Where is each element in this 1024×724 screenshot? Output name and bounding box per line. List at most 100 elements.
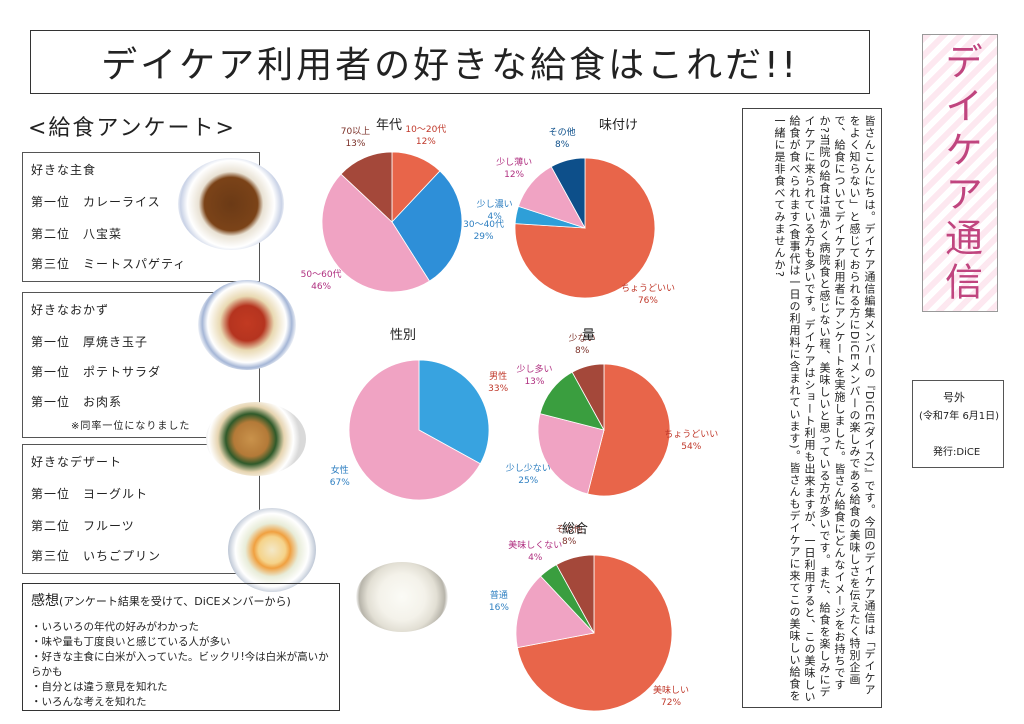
- overall-label-3: その他 8%: [541, 524, 597, 548]
- age-label-2: 50〜60代 46%: [293, 269, 349, 293]
- gender-slice-0: [418, 359, 490, 465]
- slice-label-value: 8%: [554, 139, 570, 150]
- gender-slice-1: [348, 359, 481, 501]
- taste-slice-4: [550, 157, 586, 229]
- ranking-row: 第一位 厚焼き玉子: [31, 335, 149, 349]
- ranking-row: 第一位 カレーライス: [31, 195, 161, 209]
- amount-slice-3: [571, 363, 605, 431]
- newsletter-banner: デイケア通信: [922, 34, 998, 312]
- gender-label-0: 男性 33%: [470, 371, 526, 395]
- slice-label-value: 33%: [488, 384, 509, 395]
- slice-label-name: ちょうどいい: [664, 430, 719, 441]
- slice-label-name: 美味しい: [653, 685, 690, 696]
- age-label-1: 30〜40代 29%: [456, 219, 512, 243]
- slice-label-value: 4%: [528, 553, 543, 564]
- soup-photo: [228, 508, 316, 592]
- taste-label-4: その他 8%: [534, 127, 590, 151]
- banner-title: デイケア通信: [938, 42, 983, 306]
- slice-label-value: 12%: [415, 137, 436, 148]
- list-item: 自分とは違う意見を知れた: [31, 680, 339, 695]
- slice-label-value: 13%: [345, 138, 366, 149]
- slice-label-name: 50〜60代: [300, 269, 342, 280]
- issue-date: (令和7年 6月1日): [919, 411, 1000, 422]
- amount-slice-1: [537, 413, 605, 495]
- amount-label-3: 少ない 8%: [554, 333, 610, 357]
- page-title: デイケア利用者の好きな給食はこれだ!!: [30, 30, 870, 94]
- slice-label-value: 25%: [518, 475, 539, 486]
- meat-spaghetti-photo: [198, 280, 296, 370]
- slice-label-name: 男性: [489, 372, 508, 383]
- slice-label-name: 30〜40代: [463, 219, 505, 230]
- list-item: 好きな主食に白米が入っていた。ビックリ!今は白米が高いからかも: [31, 650, 339, 680]
- age-slice-2: [321, 173, 431, 293]
- overall-slice-3: [555, 554, 595, 634]
- slice-label-name: その他: [555, 525, 583, 536]
- ranking-category: 好きなおかず: [31, 303, 110, 317]
- slice-label-value: 8%: [561, 537, 577, 548]
- slice-label-name: 少し濃い: [476, 199, 513, 210]
- overall-label-0: 美味しい 72%: [643, 685, 699, 709]
- taste-label-2: 少し薄い 12%: [486, 157, 542, 181]
- list-item: いろいろの年代の好みがわかった: [31, 620, 339, 635]
- greeting-text: 皆さんこんにちは。デイケア通信編集メンバーの『DiCE(ダイス)』です。今回のデ…: [773, 115, 876, 703]
- age-label-0: 10〜20代 12%: [398, 124, 454, 148]
- white-rice-photo: [356, 562, 448, 632]
- slice-label-value: 54%: [681, 442, 702, 453]
- ranking-category: 好きなデザート: [31, 455, 123, 469]
- ranking-row: 第二位 八宝菜: [31, 227, 123, 241]
- slice-label-value: 12%: [504, 170, 525, 181]
- overall-slice-1: [515, 575, 595, 649]
- ranking-row: 第三位 いちごプリン: [31, 549, 162, 563]
- slice-label-value: 8%: [574, 345, 590, 356]
- slice-label-name: 少し多い: [516, 365, 553, 376]
- amount-label-1: 少し少ない 25%: [500, 463, 556, 487]
- slice-label-value: 72%: [661, 697, 682, 708]
- overall-label-2: 美味しくない 4%: [507, 540, 563, 564]
- amount-slice-0: [587, 363, 671, 497]
- slice-label-name: 70以上: [340, 126, 371, 137]
- slice-label-name: 普通: [489, 591, 508, 602]
- ranking-row: 第一位 お肉系: [31, 395, 123, 409]
- issue-label: 号外: [943, 391, 965, 404]
- age-chart-title: 年代: [376, 118, 403, 133]
- impressions-box: 感想(アンケート結果を受けて、DiCEメンバーから) いろいろの年代の好みがわか…: [22, 583, 340, 711]
- side-dish-photo: [206, 402, 306, 476]
- gender-label-1: 女性 67%: [312, 465, 368, 489]
- slice-label-value: 76%: [637, 296, 658, 307]
- curry-rice-photo: [178, 158, 284, 250]
- ranking-row: 第一位 ポテトサラダ: [31, 365, 162, 379]
- slice-label-name: 女性: [330, 465, 349, 476]
- overall-chart-title: 総合: [562, 522, 589, 537]
- issue-box: 号外 (令和7年 6月1日) 発行:DiCE: [912, 380, 1004, 468]
- amount-label-0: ちょうどいい 54%: [663, 429, 719, 453]
- greeting-box: 皆さんこんにちは。デイケア通信編集メンバーの『DiCE(ダイス)』です。今回のデ…: [742, 108, 882, 708]
- ranking-note: ※同率一位になりました: [71, 421, 191, 432]
- overall-slice-0: [516, 554, 673, 712]
- age-slice-1: [391, 170, 463, 282]
- gender-chart-title: 性別: [390, 328, 417, 343]
- taste-label-0: ちょうどいい 76%: [620, 283, 676, 307]
- issue-publisher: 発行:DiCE: [933, 447, 981, 458]
- age-slice-3: [340, 151, 393, 223]
- survey-heading: <給食アンケート>: [28, 116, 236, 141]
- impressions-list: いろいろの年代の好みがわかった 味や量も丁度良いと感じている人が多い 好きな主食…: [31, 620, 339, 710]
- list-item: 味や量も丁度良いと感じている人が多い: [31, 635, 339, 650]
- slice-label-value: 46%: [311, 281, 332, 292]
- impressions-heading: 感想(アンケート結果を受けて、DiCEメンバーから): [31, 593, 291, 609]
- ranking-row: 第一位 ヨーグルト: [31, 487, 149, 501]
- slice-label-name: 美味しくない: [508, 541, 563, 552]
- slice-label-name: その他: [548, 127, 576, 138]
- slice-label-name: 少し薄い: [496, 158, 533, 169]
- ranking-row: 第二位 フルーツ: [31, 519, 135, 533]
- taste-chart-title: 味付け: [599, 118, 639, 133]
- slice-label-value: 4%: [487, 211, 502, 222]
- overall-label-1: 普通 16%: [471, 590, 527, 614]
- amount-label-2: 少し多い 13%: [506, 364, 562, 388]
- slice-label-name: 10〜20代: [405, 125, 447, 136]
- age-label-3: 70以上 13%: [327, 126, 383, 150]
- list-item: いろんな考えを知れた: [31, 695, 339, 710]
- slice-label-value: 13%: [524, 377, 545, 388]
- slice-label-name: 少し少ない: [505, 463, 551, 474]
